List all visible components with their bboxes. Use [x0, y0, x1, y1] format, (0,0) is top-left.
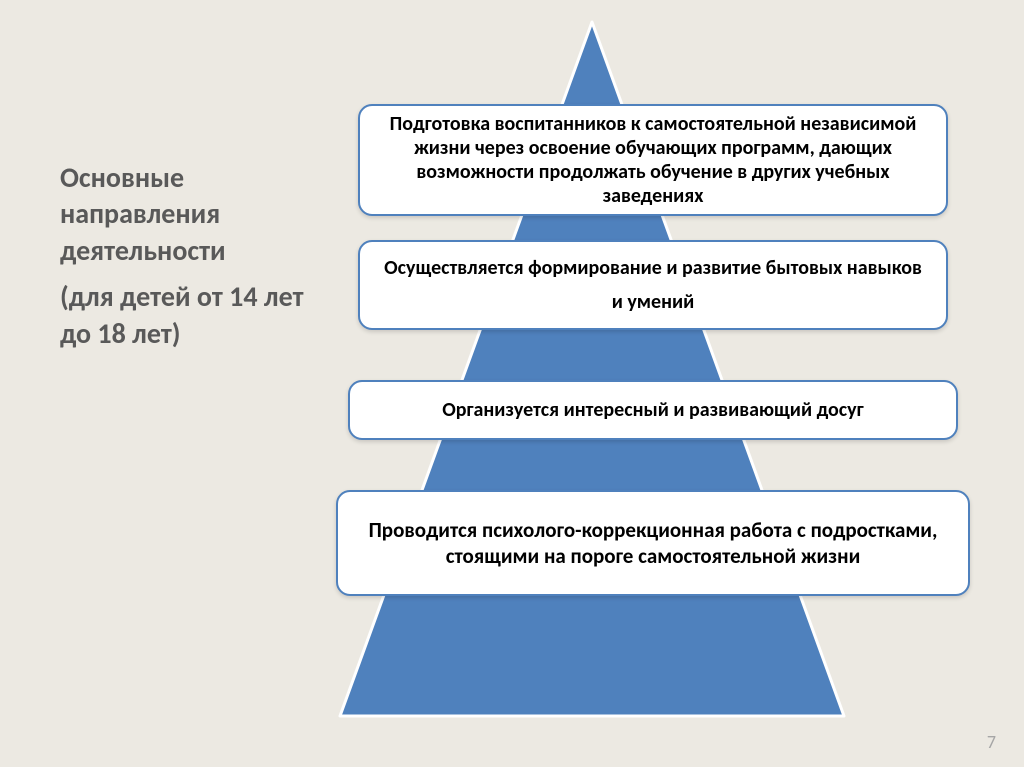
page-number: 7 — [987, 731, 996, 753]
sidebar-title: Основные направления деятельности (для д… — [60, 160, 320, 352]
sidebar-title-line2: (для детей от 14 лет до 18 лет) — [60, 279, 320, 352]
pyramid-level-3: Организуется интересный и развивающий до… — [348, 380, 958, 440]
pyramid-level-2: Осуществляется формирование и развитие б… — [358, 240, 948, 330]
pyramid-level-1: Подготовка воспитанников к самостоятельн… — [358, 104, 948, 216]
slide: Основные направления деятельности (для д… — [0, 0, 1024, 767]
pyramid-level-4: Проводится психолого-коррекционная работ… — [336, 490, 970, 596]
sidebar-title-line1: Основные направления деятельности — [60, 160, 320, 269]
